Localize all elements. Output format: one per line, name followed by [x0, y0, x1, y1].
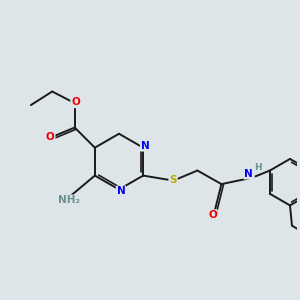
Text: O: O — [71, 97, 80, 107]
Text: H: H — [254, 163, 262, 172]
Text: O: O — [208, 210, 217, 220]
Text: N: N — [244, 169, 253, 178]
Text: N: N — [141, 141, 149, 151]
Text: N: N — [117, 187, 125, 196]
Text: S: S — [169, 175, 177, 185]
Text: NH₂: NH₂ — [58, 195, 80, 206]
Text: O: O — [46, 132, 55, 142]
